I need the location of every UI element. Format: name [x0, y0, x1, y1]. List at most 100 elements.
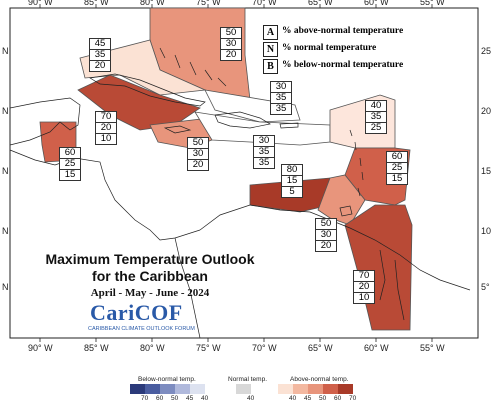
- colorbar-below-swatch: [145, 384, 160, 394]
- colorbar-below-tick: 50: [171, 395, 179, 402]
- legend-key-above: A: [263, 25, 278, 40]
- prob-box-hispaniola: 30 35 35: [253, 135, 275, 169]
- prob-below: 10: [96, 133, 116, 144]
- prob-normal: 30: [188, 148, 208, 159]
- lon-tick-bottom: 65° W: [308, 343, 333, 353]
- lon-tick-top: 60° W: [364, 0, 389, 7]
- lesser-antilles: [349, 129, 364, 197]
- prob-above: 50: [320, 218, 332, 229]
- prob-box-cuba-central: 70 20 10: [95, 111, 117, 145]
- prob-normal: 35: [366, 111, 386, 122]
- guianas-rivers: [379, 249, 405, 321]
- prob-box-bahamas: 50 30 20: [220, 27, 242, 61]
- prob-below: 35: [254, 157, 274, 168]
- prob-normal: 25: [387, 162, 407, 173]
- prob-box-leewards: 40 35 25: [365, 100, 387, 134]
- prob-above: 60: [64, 147, 76, 158]
- legend-text-below: % below-normal temperature: [282, 60, 404, 70]
- colorbar-above-swatch: [308, 384, 323, 394]
- bahamas-islands: [159, 47, 227, 87]
- map-title-line1: Maximum Temperature Outlook: [45, 251, 255, 267]
- prob-above: 30: [258, 135, 270, 146]
- prob-above: 70: [358, 270, 370, 281]
- colorbar-above-swatch: [278, 384, 293, 394]
- prob-box-windwards: 60 25 15: [386, 151, 408, 185]
- lat-tick-right: 5°: [481, 282, 490, 292]
- prob-below: 20: [316, 240, 336, 251]
- prob-below: 5: [282, 186, 302, 197]
- colorbar-below-swatch: [160, 384, 175, 394]
- colorbar-above-swatch: [323, 384, 338, 394]
- colorbar-below-swatch: [190, 384, 205, 394]
- colorbar-below-tick: 70: [141, 395, 149, 402]
- colorbar-above-swatch: [338, 384, 353, 394]
- colorbar-normal-tick: 40: [247, 395, 255, 402]
- prob-box-turks: 30 35 35: [270, 81, 292, 115]
- prob-below: 20: [90, 60, 110, 71]
- colorbar-below-tick: 45: [186, 395, 194, 402]
- prob-normal: 20: [96, 122, 116, 133]
- prob-above: 70: [100, 111, 112, 122]
- legend-key-normal: N: [263, 42, 278, 57]
- prob-normal: 35: [254, 146, 274, 157]
- prob-normal: 30: [221, 38, 241, 49]
- colorbar-above-label: Above-normal temp.: [290, 376, 349, 383]
- prob-box-guianas: 70 20 10: [353, 270, 375, 304]
- lon-tick-top: 65° W: [308, 0, 333, 7]
- lat-tick-left: N: [2, 282, 9, 292]
- prob-normal: 35: [90, 49, 110, 60]
- prob-normal: 25: [60, 158, 80, 169]
- colorbar-below-swatch: [175, 384, 190, 394]
- prob-below: 20: [221, 49, 241, 60]
- lon-tick-top: 55° W: [420, 0, 445, 7]
- lon-tick-top: 90° W: [28, 0, 53, 7]
- lat-tick-right: 10: [481, 226, 492, 236]
- prob-below: 35: [271, 103, 291, 114]
- legend-key-below: B: [263, 59, 278, 74]
- colorbar-normal-label: Normal temp.: [228, 376, 268, 383]
- lon-tick-top: 80° W: [140, 0, 165, 7]
- lon-tick-bottom: 60° W: [364, 343, 389, 353]
- south-america-interior: [174, 237, 201, 339]
- coastlines: [9, 47, 471, 339]
- colorbar-above-tick: 70: [349, 395, 357, 402]
- prob-box-trinidad: 50 30 20: [315, 218, 337, 252]
- colorbar-above-tick: 60: [334, 395, 342, 402]
- lat-tick-left: N: [2, 226, 9, 236]
- region-hispaniola: [194, 111, 331, 146]
- prob-below: 15: [387, 173, 407, 184]
- colorbar-below-tick: 40: [201, 395, 209, 402]
- prob-box-cuba-west: 45 35 20: [89, 38, 111, 72]
- lon-tick-bottom: 55° W: [420, 343, 445, 353]
- prob-below: 15: [60, 169, 80, 180]
- colorbar-above-swatch: [293, 384, 308, 394]
- lon-tick-top: 85° W: [84, 0, 109, 7]
- cuba-outline: [88, 73, 206, 107]
- lat-tick-left: N: [2, 166, 9, 176]
- lon-tick-bottom: 90° W: [28, 343, 53, 353]
- prob-normal: 30: [316, 229, 336, 240]
- mexico-yucatan-coast: [9, 97, 81, 146]
- map-title-line2: for the Caribbean: [92, 268, 208, 284]
- lat-tick-right: 25: [481, 46, 492, 56]
- lon-tick-top: 70° W: [252, 0, 277, 7]
- prob-below: 25: [366, 122, 386, 133]
- legend-text-normal: % normal temperature: [282, 43, 377, 53]
- jamaica-outline: [163, 125, 192, 134]
- prob-below: 20: [188, 159, 208, 170]
- caricof-logo-subtext: CARIBBEAN CLIMATE OUTLOOK FORUM: [88, 326, 195, 332]
- region-cuba-west: [79, 39, 207, 96]
- lon-tick-top: 75° W: [196, 0, 221, 7]
- lat-tick-left: N: [2, 46, 9, 56]
- colorbar-above-tick: 50: [319, 395, 327, 402]
- prob-above: 40: [370, 100, 382, 111]
- prob-normal: 20: [354, 281, 374, 292]
- prob-above: 80: [286, 164, 298, 175]
- prob-box-belize: 60 25 15: [59, 147, 81, 181]
- colorbar-above-tick: 40: [289, 395, 297, 402]
- prob-below: 10: [354, 292, 374, 303]
- prob-box-jamaica: 50 30 20: [187, 137, 209, 171]
- prob-above: 30: [275, 81, 287, 92]
- colorbar-below-tick: 60: [156, 395, 164, 402]
